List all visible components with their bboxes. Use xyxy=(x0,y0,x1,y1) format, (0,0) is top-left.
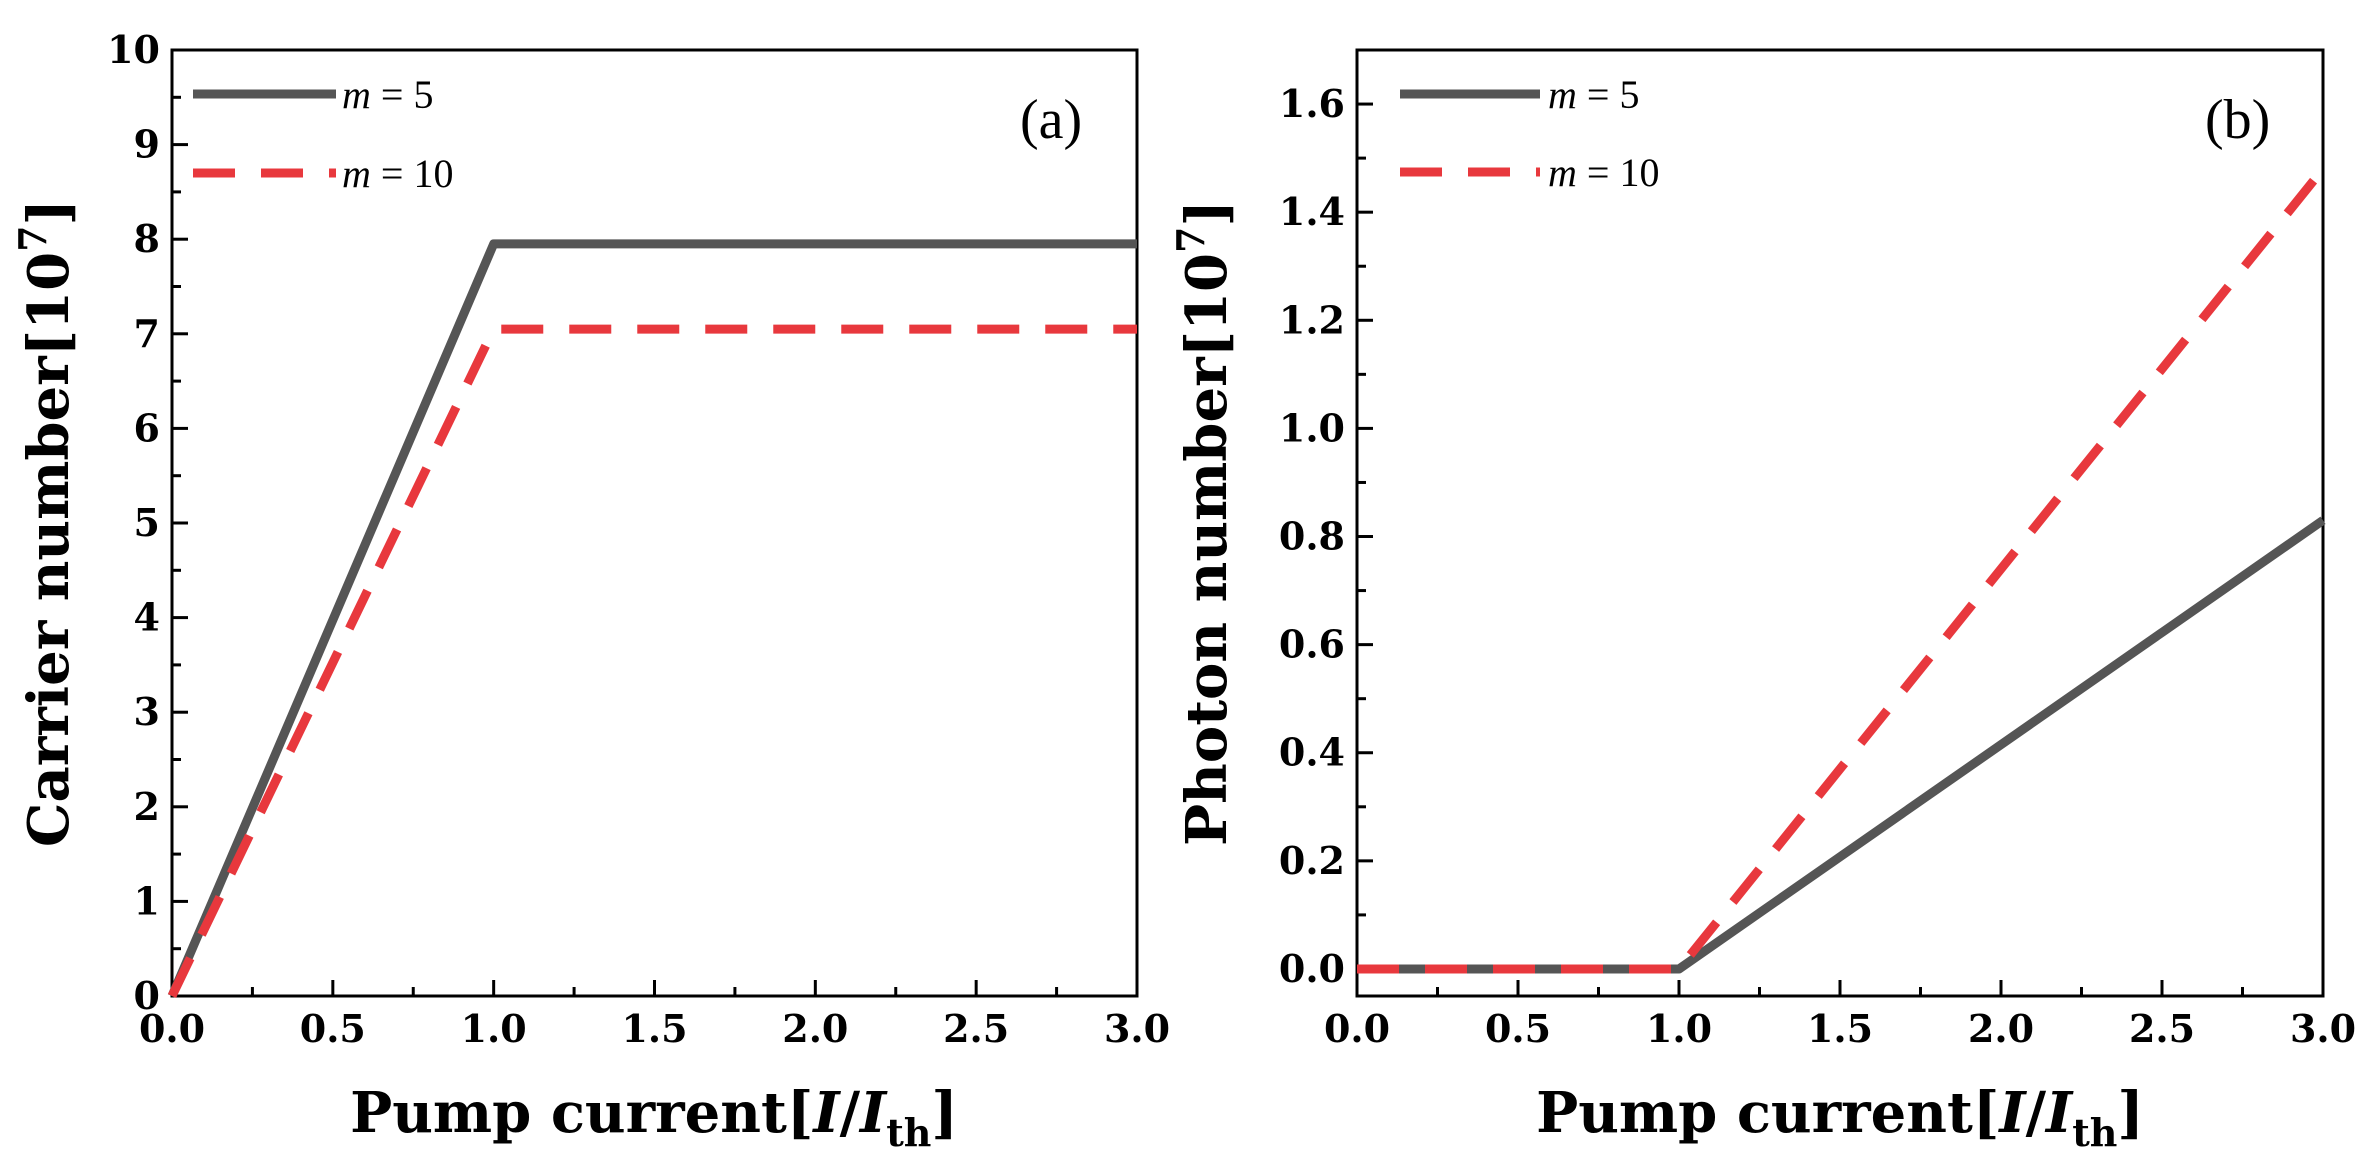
y-axis-label: Carrier number[107] xyxy=(10,199,82,847)
y-tick-label: 1.0 xyxy=(1279,405,1345,450)
x-tick-label: 0.0 xyxy=(1324,1006,1390,1051)
series-group xyxy=(1357,166,2327,974)
ticks: 0.0 0.5 1.0 1.5 2.0 2.5 3.0 0.0 0.2 0.4 0.6 0.8 1.0 1… xyxy=(1279,81,2356,1051)
x-tick-label: 2.0 xyxy=(1968,1006,2034,1051)
x-tick-label: 2.0 xyxy=(782,1006,848,1051)
x-tick-label: 0.5 xyxy=(300,1006,366,1051)
y-tick-label: 0.4 xyxy=(1279,730,1345,775)
panel-a: 0.0 0.5 1.0 1.5 2.0 2.5 3.0 0 1 2 3 4 5 6 7 8 9 10 (a) m … xyxy=(10,27,1170,1155)
y-tick-label: 1.6 xyxy=(1279,81,1345,126)
series-group xyxy=(167,239,1137,998)
y-tick-label: 1.2 xyxy=(1279,297,1345,342)
ticks: 0.0 0.5 1.0 1.5 2.0 2.5 3.0 0 1 2 3 4 5 6 7 8 9 10 xyxy=(107,27,1170,1051)
y-tick-label: 1 xyxy=(134,878,160,923)
panel-b: 0.0 0.5 1.0 1.5 2.0 2.5 3.0 0.0 0.2 0.4 0.6 0.8 1.0 1… xyxy=(1168,48,2356,1155)
series-line-m-10 xyxy=(1357,166,2327,974)
x-tick-label: 3.0 xyxy=(2290,1006,2356,1051)
y-tick-label: 7 xyxy=(134,311,160,356)
x-tick-label: 1.5 xyxy=(621,1006,687,1051)
panel-label: (b) xyxy=(2205,89,2270,151)
legend-label-m5: m = 5 xyxy=(1548,72,1639,117)
series-line-m-10 xyxy=(167,324,1137,998)
x-tick-label: 1.0 xyxy=(461,1006,527,1051)
y-tick-label: 6 xyxy=(134,405,160,450)
x-axis-label: Pump current[I/Ith] xyxy=(350,1080,958,1155)
y-tick-label: 0.0 xyxy=(1279,946,1345,991)
y-tick-label: 5 xyxy=(134,500,160,545)
x-tick-label: 2.5 xyxy=(943,1006,1009,1051)
y-tick-label: 0.8 xyxy=(1279,514,1345,559)
legend-label-m5: m = 5 xyxy=(342,72,433,117)
x-tick-label: 0.5 xyxy=(1485,1006,1551,1051)
series-line-m-5 xyxy=(1357,516,2326,974)
legend: m = 5 m = 10 xyxy=(193,72,453,196)
plot-frame xyxy=(170,48,1139,998)
x-tick-label: 0.0 xyxy=(139,1006,205,1051)
x-tick-label: 3.0 xyxy=(1104,1006,1170,1051)
x-tick-label: 1.5 xyxy=(1807,1006,1873,1051)
y-tick-label: 2 xyxy=(134,784,160,829)
legend: m = 5 m = 10 xyxy=(1400,72,1659,195)
series-line-m-5 xyxy=(167,239,1137,998)
y-tick-label: 8 xyxy=(134,216,160,261)
y-tick-label: 10 xyxy=(107,27,160,72)
legend-label-m10: m = 10 xyxy=(1548,150,1659,195)
x-axis-label: Pump current[I/Ith] xyxy=(1536,1080,2144,1155)
x-tick-label: 1.0 xyxy=(1646,1006,1712,1051)
x-tick-label: 2.5 xyxy=(2129,1006,2195,1051)
y-axis-label: Photon number[107] xyxy=(1168,200,1240,846)
y-tick-label: 9 xyxy=(134,122,160,167)
legend-label-m10: m = 10 xyxy=(342,151,453,196)
panel-label: (a) xyxy=(1020,89,1082,151)
y-tick-label: 4 xyxy=(134,595,160,640)
y-tick-label: 0.2 xyxy=(1279,838,1345,883)
y-tick-label: 1.4 xyxy=(1279,189,1345,234)
y-tick-label: 3 xyxy=(134,689,160,734)
y-tick-label: 0.6 xyxy=(1279,622,1345,667)
y-tick-label: 0 xyxy=(134,973,160,1018)
